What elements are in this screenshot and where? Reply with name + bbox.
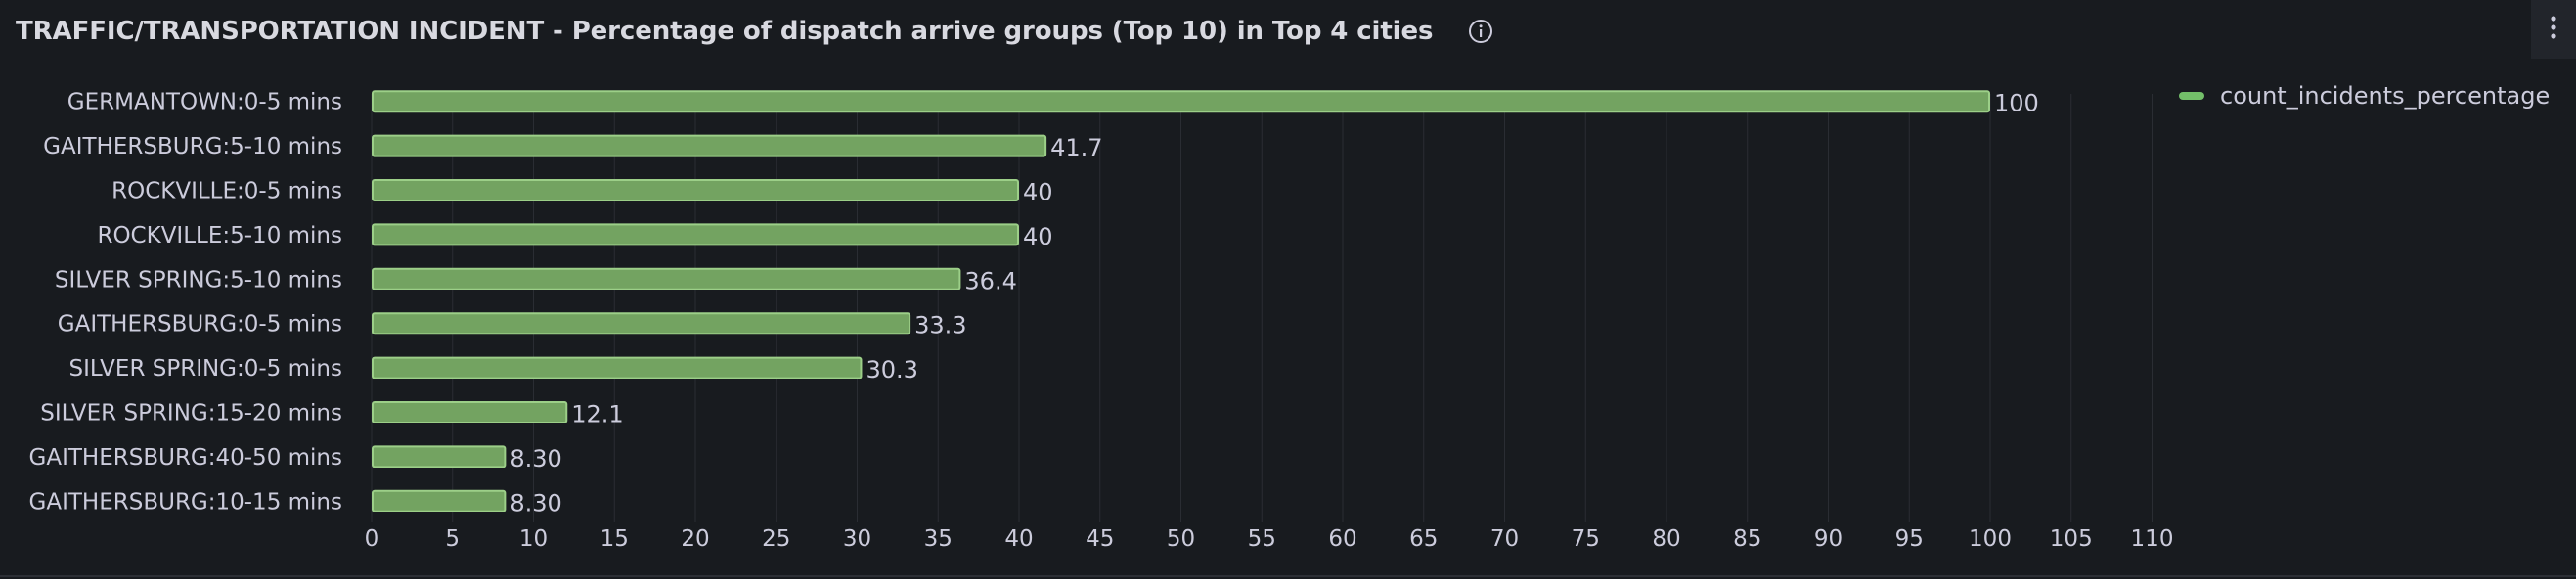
x-tick-label: 40 bbox=[1004, 526, 1033, 552]
x-tick-label: 60 bbox=[1328, 526, 1356, 552]
x-tick-label: 80 bbox=[1652, 526, 1680, 552]
x-tick-label: 5 bbox=[445, 526, 460, 552]
x-tick-label: 45 bbox=[1086, 526, 1114, 552]
value-label: 41.7 bbox=[1050, 134, 1102, 161]
category-label: GERMANTOWN:0-5 mins bbox=[67, 90, 342, 115]
value-label: 8.30 bbox=[510, 489, 561, 516]
bar[interactable] bbox=[372, 445, 507, 468]
value-label: 12.1 bbox=[571, 401, 623, 428]
bar[interactable] bbox=[372, 267, 961, 290]
x-tick-label: 20 bbox=[681, 526, 709, 552]
x-tick-label: 75 bbox=[1572, 526, 1600, 552]
panel-menu-button[interactable] bbox=[2531, 0, 2576, 59]
value-label: 8.30 bbox=[510, 445, 561, 472]
x-tick-label: 110 bbox=[2131, 526, 2174, 552]
category-label: SILVER SPRING:5-10 mins bbox=[55, 267, 342, 292]
value-label: 33.3 bbox=[914, 312, 966, 339]
x-tick-label: 10 bbox=[519, 526, 548, 552]
x-tick-label: 65 bbox=[1409, 526, 1438, 552]
bars bbox=[372, 90, 1990, 512]
category-label: ROCKVILLE:5-10 mins bbox=[97, 223, 342, 248]
value-label: 30.3 bbox=[866, 356, 917, 383]
x-tick-label: 100 bbox=[1969, 526, 2012, 552]
legend-swatch bbox=[2179, 92, 2204, 100]
bar[interactable] bbox=[372, 179, 1019, 201]
x-tick-label: 0 bbox=[365, 526, 379, 552]
legend-label: count_incidents_percentage bbox=[2220, 82, 2551, 110]
bar[interactable] bbox=[372, 312, 911, 335]
category-label: ROCKVILLE:0-5 mins bbox=[111, 179, 342, 204]
x-tick-label: 55 bbox=[1248, 526, 1276, 552]
x-tick-label: 15 bbox=[600, 526, 629, 552]
bar[interactable] bbox=[372, 223, 1019, 246]
bar[interactable] bbox=[372, 90, 1990, 113]
value-label: 40 bbox=[1023, 223, 1053, 250]
bar[interactable] bbox=[372, 134, 1047, 157]
category-label: GAITHERSBURG:5-10 mins bbox=[43, 134, 342, 159]
x-tick-label: 25 bbox=[762, 526, 790, 552]
category-label: SILVER SPRING:15-20 mins bbox=[40, 401, 342, 426]
value-labels: 100 41.7 40 40 36.4 33.3 30.3 12.1 8.30 8.30 bbox=[510, 90, 2038, 517]
x-tick-label: 70 bbox=[1490, 526, 1519, 552]
category-label: GAITHERSBURG:0-5 mins bbox=[58, 312, 342, 337]
x-tick-label: 85 bbox=[1733, 526, 1761, 552]
grid-lines bbox=[371, 94, 2153, 522]
x-tick-label: 30 bbox=[843, 526, 871, 552]
value-label: 40 bbox=[1023, 179, 1053, 206]
x-axis-ticks: 0 5 10 15 20 25 30 35 40 45 50 55 60 65 70 75 80 85 90 95 10… bbox=[365, 526, 2174, 552]
panel-header: TRAFFIC/TRANSPORTATION INCIDENT - Percen… bbox=[16, 12, 1493, 51]
bar[interactable] bbox=[372, 401, 568, 423]
bar[interactable] bbox=[372, 356, 863, 379]
vertical-ellipsis-icon bbox=[2550, 15, 2557, 44]
category-label: SILVER SPRING:0-5 mins bbox=[69, 356, 342, 381]
category-label: GAITHERSBURG:40-50 mins bbox=[29, 445, 342, 470]
category-labels: GERMANTOWN:0-5 mins GAITHERSBURG:5-10 min… bbox=[29, 90, 342, 515]
x-tick-label: 105 bbox=[2050, 526, 2093, 552]
info-circle-icon[interactable] bbox=[1468, 19, 1493, 44]
x-tick-label: 35 bbox=[924, 526, 953, 552]
legend-item[interactable]: count_incidents_percentage bbox=[2179, 82, 2550, 110]
chart-legend: count_incidents_percentage bbox=[2179, 82, 2550, 110]
x-tick-label: 90 bbox=[1814, 526, 1843, 552]
x-tick-label: 95 bbox=[1895, 526, 1924, 552]
panel-title: TRAFFIC/TRANSPORTATION INCIDENT - Percen… bbox=[16, 17, 1434, 46]
x-tick-label: 50 bbox=[1167, 526, 1195, 552]
bar[interactable] bbox=[372, 489, 507, 512]
value-label: 36.4 bbox=[964, 267, 1016, 294]
category-label: GAITHERSBURG:10-15 mins bbox=[29, 489, 342, 514]
value-label: 100 bbox=[1994, 90, 2039, 117]
